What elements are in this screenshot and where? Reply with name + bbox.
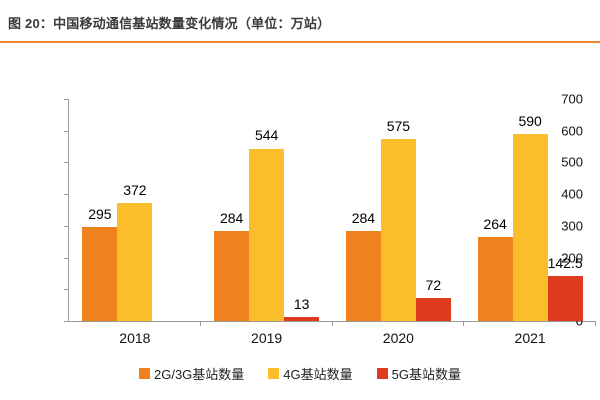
bar-value-label: 13 <box>293 295 310 312</box>
data-bar <box>380 138 416 321</box>
y-axis-tick <box>64 162 69 164</box>
data-bar <box>477 237 513 321</box>
data-bar <box>214 230 250 321</box>
y-axis-tick <box>64 99 69 100</box>
bar-value-label: 575 <box>386 117 411 134</box>
data-bar <box>82 227 118 321</box>
bar-value-label: 590 <box>518 112 542 129</box>
data-bar <box>249 148 285 321</box>
x-axis-tick <box>199 322 201 326</box>
y-axis-tick <box>64 321 69 322</box>
x-axis-category-label: 2019 <box>251 330 283 346</box>
data-bar <box>117 203 153 321</box>
bar-value-label: 544 <box>254 127 279 144</box>
x-axis-category-label: 2021 <box>514 330 546 346</box>
chart-legend: 2G/3G基站数量 4G基站数量 5G基站数量 <box>0 364 600 383</box>
bar-value-label: 284 <box>351 209 376 226</box>
y-axis-tick <box>64 194 69 196</box>
x-axis-tick <box>595 322 596 326</box>
plot-area: 0100200300400500600700295372201828454413… <box>64 92 596 346</box>
data-bar <box>512 133 548 321</box>
bar-value-label: 295 <box>88 206 112 223</box>
bar-group: 264 590 142.5 2021 <box>464 99 596 346</box>
bar-value-label: 284 <box>219 209 244 226</box>
bar-value-label: 72 <box>425 277 442 294</box>
bar-value-label: 372 <box>123 182 147 199</box>
y-axis-tick-label: 600 <box>561 123 583 139</box>
title-underline <box>0 41 600 43</box>
y-axis-tick-label: 700 <box>561 91 583 107</box>
y-axis-tick-label: 500 <box>561 154 583 170</box>
x-axis-category-label: 2018 <box>119 330 151 346</box>
bar-value-label: 142.5 <box>547 254 583 271</box>
data-bar <box>547 275 583 321</box>
bar-value-label: 264 <box>483 216 507 233</box>
y-axis-tick-label: 300 <box>561 218 583 234</box>
legend-item: 2G/3G基站数量 <box>139 364 244 383</box>
y-axis-tick <box>64 225 69 227</box>
legend-item: 5G基站数量 <box>376 364 461 383</box>
y-axis-tick-label: 200 <box>561 250 583 266</box>
legend-label: 2G/3G基站数量 <box>154 367 245 382</box>
legend-swatch <box>376 368 388 379</box>
x-axis-tick <box>463 322 465 326</box>
legend-item: 4G基站数量 <box>268 364 353 383</box>
y-axis-tick-label: 400 <box>561 186 583 202</box>
y-axis-tick <box>64 130 69 132</box>
x-axis-category-label: 2020 <box>382 330 414 346</box>
legend-swatch <box>139 368 150 379</box>
bar-group: 284 544 13 2019 <box>201 99 333 346</box>
legend-swatch <box>268 368 280 379</box>
y-axis-tick-label: 0 <box>575 313 583 329</box>
y-axis-tick <box>64 289 69 291</box>
figure-title: 图 20：中国移动通信基站数量变化情况（单位：万站） <box>8 16 331 31</box>
x-axis-tick <box>331 322 333 326</box>
bar-group: 284 575 72 2020 <box>333 99 465 346</box>
legend-label: 4G基站数量 <box>283 367 353 382</box>
data-bar <box>284 316 320 321</box>
data-bar <box>345 230 381 321</box>
bar-group: 295 372 2018 <box>69 99 201 346</box>
y-axis-tick <box>64 257 69 259</box>
data-bar <box>415 298 451 321</box>
legend-label: 5G基站数量 <box>391 367 461 382</box>
